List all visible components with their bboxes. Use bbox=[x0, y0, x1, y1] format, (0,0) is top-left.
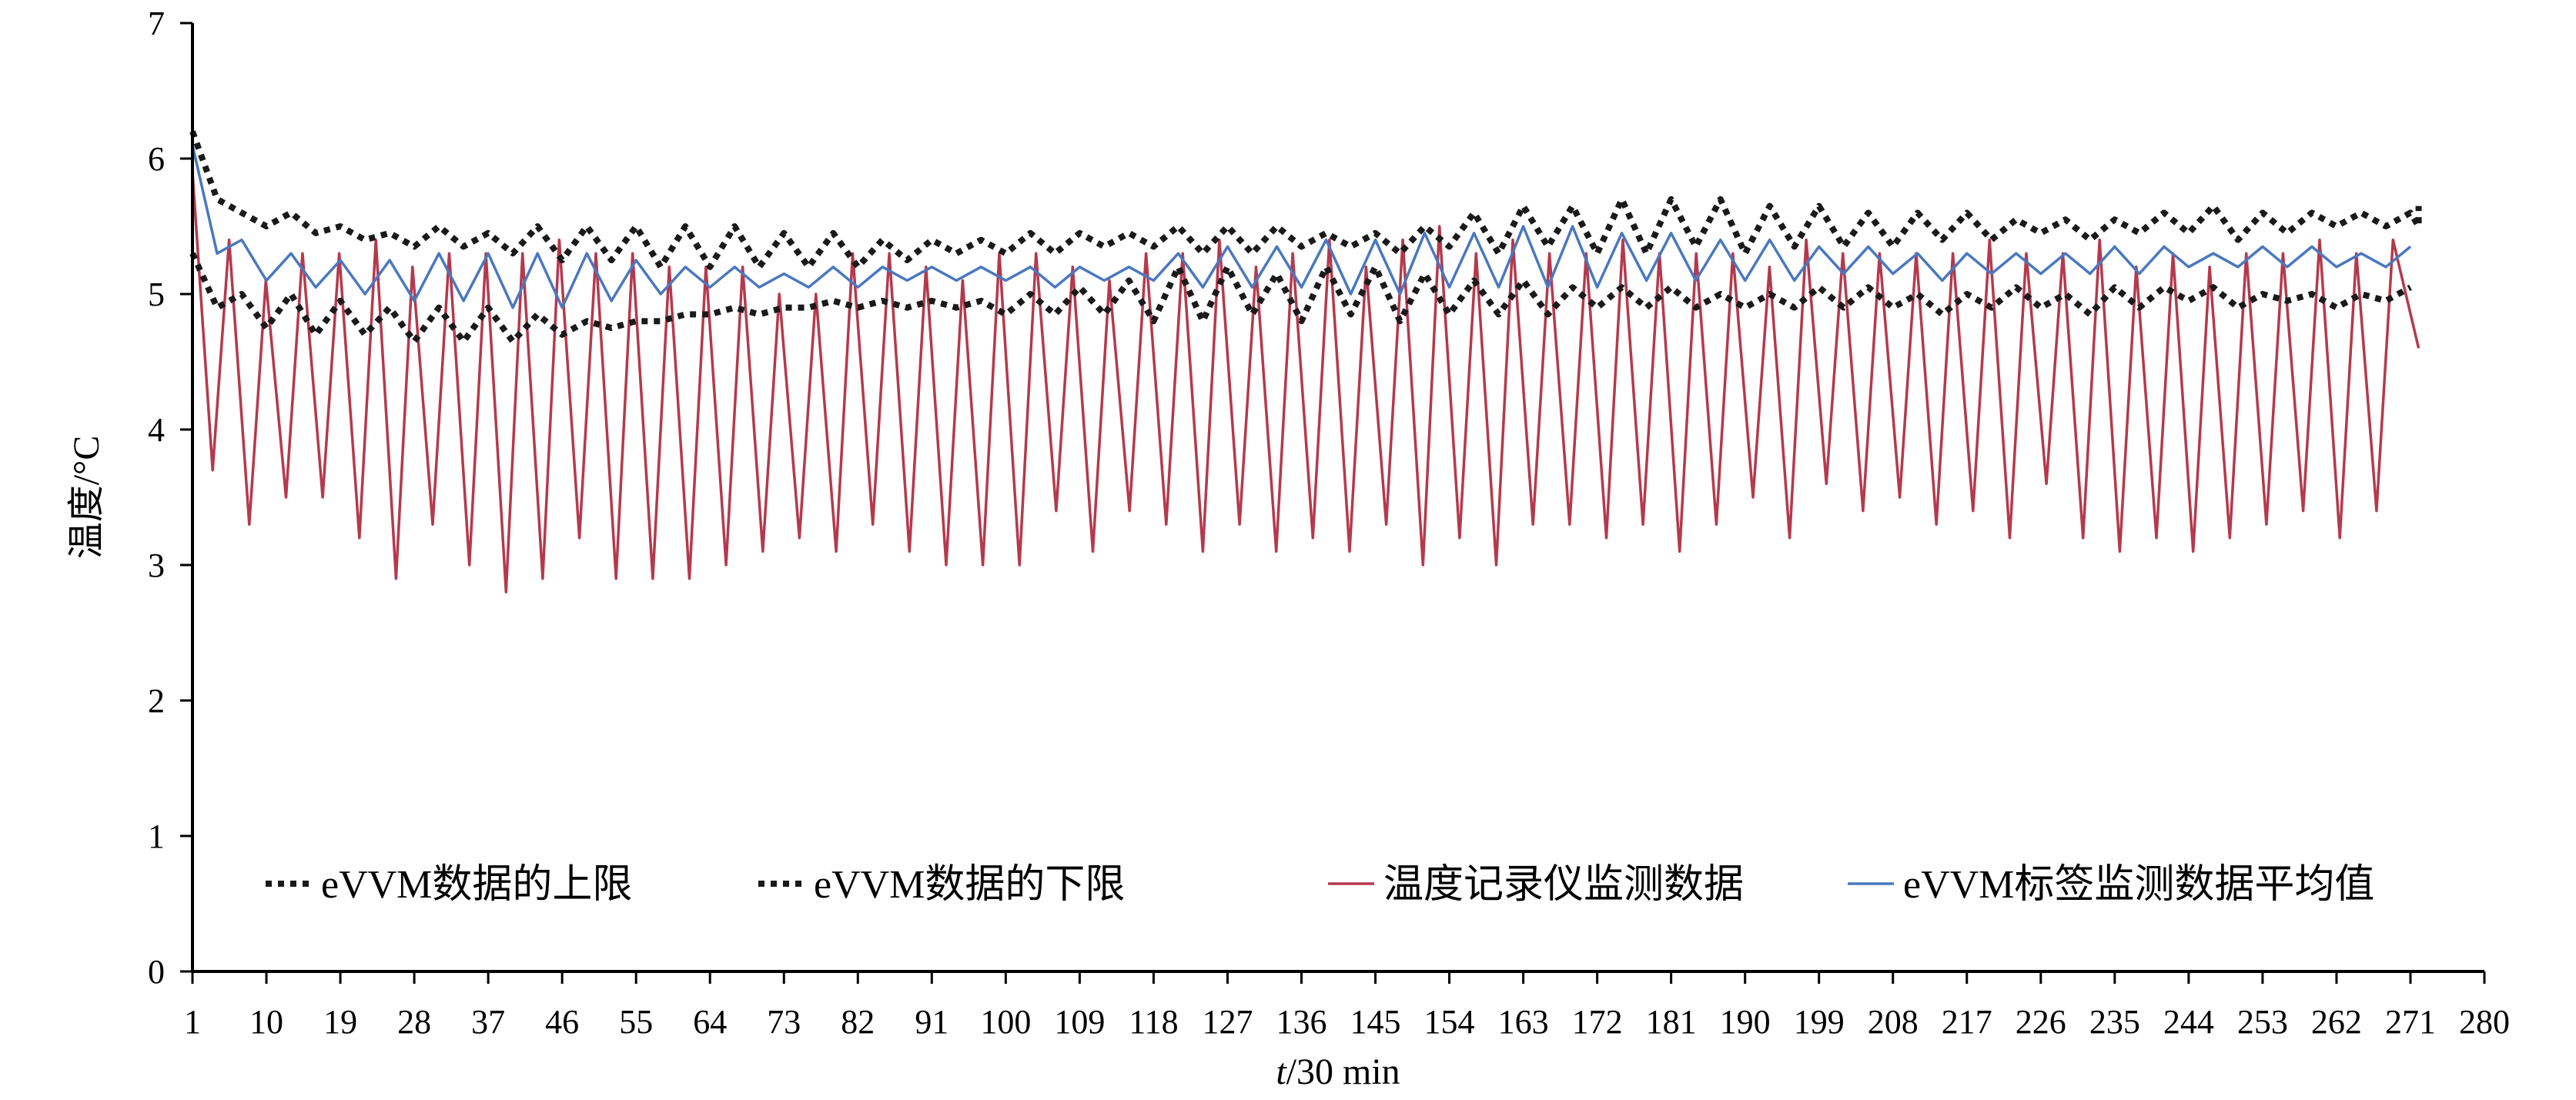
y-tick-label-2: 2 bbox=[148, 682, 165, 720]
series-layer bbox=[189, 130, 2422, 593]
y-tick-label-1: 1 bbox=[148, 817, 165, 855]
y-tick-label-7: 7 bbox=[148, 5, 165, 42]
x-tick-label-5: 46 bbox=[545, 1003, 579, 1041]
x-tick-label-1: 10 bbox=[249, 1003, 283, 1041]
series-line-1 bbox=[189, 252, 2412, 345]
x-tick-label-11: 100 bbox=[980, 1003, 1031, 1041]
y-tick-label-5: 5 bbox=[148, 276, 165, 313]
x-tick-label-13: 118 bbox=[1129, 1003, 1178, 1041]
x-tick-label-3: 28 bbox=[397, 1003, 431, 1041]
x-axis-title-italic: t bbox=[1276, 1052, 1287, 1092]
x-tick-label-8: 73 bbox=[767, 1003, 801, 1041]
series-line-0 bbox=[189, 130, 2422, 270]
x-tick-label-21: 190 bbox=[1720, 1003, 1771, 1041]
x-tick-label-4: 37 bbox=[471, 1003, 505, 1041]
x-tick-label-7: 64 bbox=[693, 1003, 727, 1041]
series-line-2 bbox=[191, 172, 2420, 593]
x-tick-label-20: 181 bbox=[1646, 1003, 1697, 1041]
x-tick-label-19: 172 bbox=[1572, 1003, 1623, 1041]
x-tick-label-31: 280 bbox=[2459, 1003, 2510, 1041]
y-tick-label-3: 3 bbox=[148, 547, 165, 584]
x-tick-label-22: 199 bbox=[1794, 1003, 1845, 1041]
y-tick-label-0: 0 bbox=[148, 953, 165, 991]
x-tick-label-14: 127 bbox=[1202, 1003, 1253, 1041]
x-tick-label-18: 163 bbox=[1498, 1003, 1549, 1041]
legend-label-1: eVVM数据的下限 bbox=[814, 863, 1125, 907]
legend-label-0: eVVM数据的上限 bbox=[321, 863, 632, 907]
y-axis-title: 温度/°C bbox=[66, 436, 107, 560]
x-tick-label-23: 208 bbox=[1868, 1003, 1919, 1041]
x-tick-label-2: 19 bbox=[323, 1003, 357, 1041]
x-tick-label-29: 262 bbox=[2311, 1003, 2362, 1041]
x-axis-title-rest: /30 min bbox=[1286, 1052, 1400, 1092]
x-tick-label-25: 226 bbox=[2016, 1003, 2066, 1041]
x-tick-label-28: 253 bbox=[2237, 1003, 2288, 1041]
x-tick-label-12: 109 bbox=[1054, 1003, 1105, 1041]
x-tick-label-16: 145 bbox=[1350, 1003, 1401, 1041]
x-tick-label-9: 82 bbox=[841, 1003, 875, 1041]
legend-label-2: 温度记录仪监测数据 bbox=[1383, 863, 1744, 907]
x-tick-label-0: 1 bbox=[184, 1003, 201, 1041]
y-tick-label-4: 4 bbox=[148, 411, 165, 449]
legend: eVVM数据的上限 eVVM数据的下限 温度记录仪监测数据 eVVM标签监测数据平均值 bbox=[266, 863, 2374, 907]
legend-label-3: eVVM标签监测数据平均值 bbox=[1903, 863, 2374, 907]
x-tick-label-10: 91 bbox=[915, 1003, 948, 1041]
x-tick-label-27: 244 bbox=[2163, 1003, 2214, 1041]
axes-layer bbox=[191, 23, 2484, 973]
x-tick-label-15: 136 bbox=[1276, 1003, 1326, 1041]
y-tick-label-6: 6 bbox=[148, 140, 165, 178]
x-axis-title: t/30 min bbox=[1276, 1052, 1400, 1092]
x-tick-label-24: 217 bbox=[1942, 1003, 1992, 1041]
x-tick-label-30: 271 bbox=[2385, 1003, 2436, 1041]
x-tick-label-26: 235 bbox=[2089, 1003, 2140, 1041]
x-tick-label-17: 154 bbox=[1424, 1003, 1475, 1041]
series-line-3 bbox=[191, 145, 2412, 309]
x-tick-label-6: 55 bbox=[619, 1003, 653, 1041]
